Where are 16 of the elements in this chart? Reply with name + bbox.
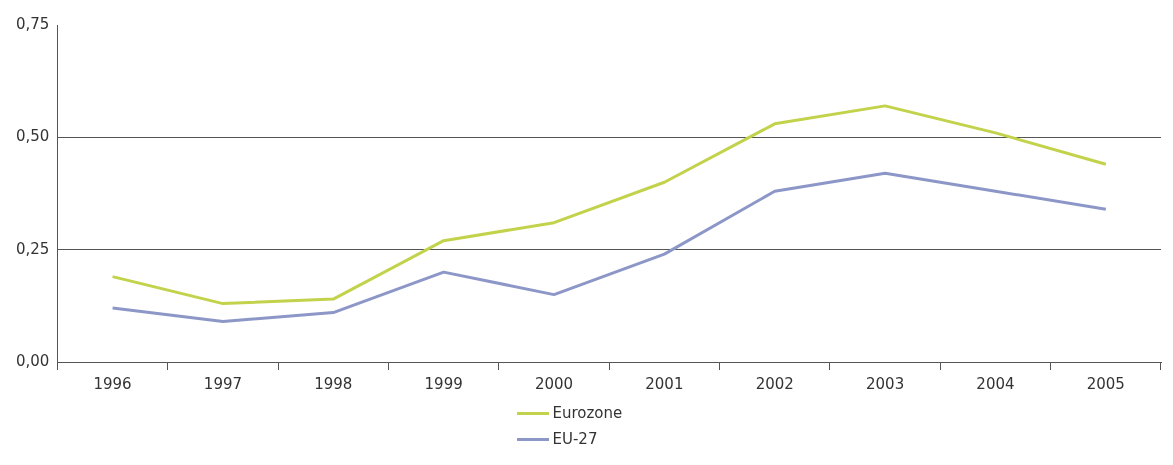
x-tick-label: 1998 — [314, 374, 353, 393]
y-tick-label: 0,50 — [15, 127, 50, 146]
x-tick-label: 1999 — [424, 374, 463, 393]
x-tick-label: 2001 — [645, 374, 684, 393]
y-tick-label: 0,75 — [15, 14, 50, 33]
legend-label: Eurozone — [552, 404, 623, 422]
x-tick-label: 1997 — [203, 374, 243, 393]
x-tick-label: 2003 — [866, 374, 905, 393]
x-tick-label: 2000 — [534, 374, 574, 393]
x-tick-label: 2005 — [1086, 374, 1125, 393]
y-tick-label: 0,25 — [15, 239, 50, 258]
x-tick-label: 2004 — [976, 374, 1015, 393]
legend-label: EU-27 — [552, 430, 598, 448]
x-tick-label: 2002 — [755, 374, 794, 393]
y-tick-label: 0,00 — [15, 351, 50, 370]
x-tick-label: 1996 — [93, 374, 132, 393]
